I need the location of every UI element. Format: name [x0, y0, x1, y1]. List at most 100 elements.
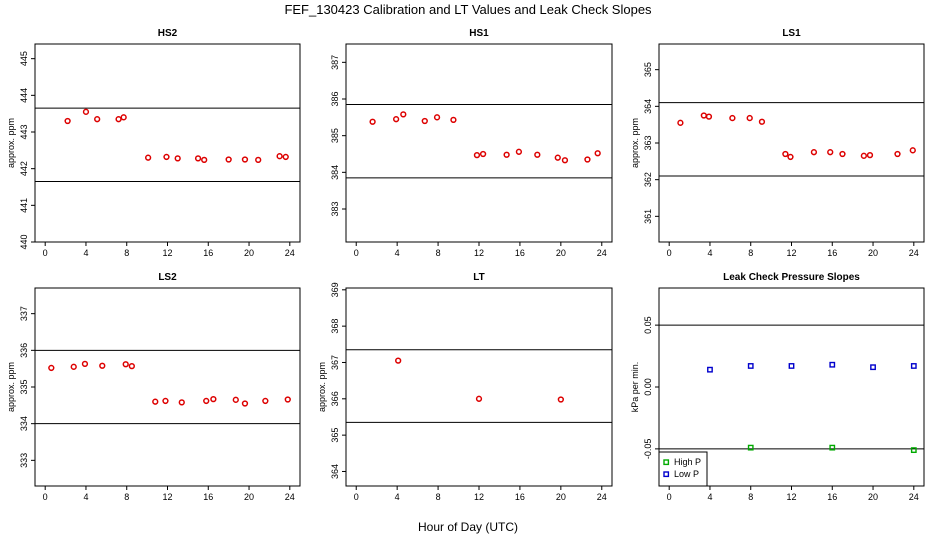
y-tick-label: 362 [643, 172, 653, 187]
y-tick-label: 387 [330, 55, 340, 70]
panel-1: HS2 0 4 8 12 16 20 24 440 441 442 443 444 445 approx. … [6, 28, 301, 258]
x-tick-label: 12 [162, 248, 172, 258]
panel-4: LS2 0 4 8 12 16 20 24 333 334 335 336 337 approx. ppm [6, 272, 301, 502]
data-point [162, 397, 169, 405]
x-tick-label: 16 [827, 248, 837, 258]
plot-frame [345, 287, 613, 487]
data-point [64, 117, 71, 125]
y-tick-label: -0.05 [643, 439, 653, 460]
data-point [174, 155, 181, 162]
x-tick-label: 4 [707, 248, 712, 258]
y-tick-label: 383 [330, 201, 340, 216]
x-tick-label: 20 [556, 248, 566, 258]
x-tick-label: 4 [395, 248, 400, 258]
figure-title: FEF_130423 Calibration and LT Values and… [284, 2, 652, 17]
y-axis-label: kPa per min. [630, 362, 640, 413]
data-point [729, 114, 736, 122]
y-tick-label: 364 [330, 464, 340, 479]
panel-6: Leak Check Pressure Slopes 0 4 8 12 16 20 24 -0.… [630, 272, 925, 502]
data-point [392, 116, 400, 123]
data-point [262, 397, 269, 405]
x-tick-label: 24 [285, 248, 295, 258]
data-point [473, 151, 481, 159]
data-point [700, 112, 707, 119]
data-point [829, 444, 836, 451]
y-tick-label: 365 [330, 428, 340, 443]
plot-frame [34, 287, 301, 487]
plot-frame [345, 43, 613, 243]
x-tick-label: 16 [203, 248, 213, 258]
x-tick-label: 8 [436, 248, 441, 258]
y-tick-label: 333 [19, 453, 29, 468]
data-point [194, 155, 202, 162]
data-point [128, 362, 135, 370]
y-tick-label: 364 [643, 99, 653, 114]
x-tick-label: 16 [515, 492, 525, 502]
x-tick-label: 4 [395, 492, 400, 502]
data-point [48, 364, 55, 372]
data-point [255, 156, 262, 164]
y-tick-label: 334 [19, 416, 29, 431]
x-tick-label: 24 [909, 248, 919, 258]
x-tick-label: 20 [244, 492, 254, 502]
x-tick-label: 8 [124, 248, 129, 258]
y-tick-label: 366 [330, 391, 340, 406]
data-point [758, 118, 766, 125]
data-point [515, 148, 523, 155]
y-tick-label: 365 [643, 62, 653, 77]
data-point [746, 114, 753, 122]
data-point [561, 157, 569, 164]
data-point [705, 113, 713, 120]
data-point [276, 153, 283, 160]
legend-box [658, 451, 708, 487]
x-tick-label: 8 [748, 492, 753, 502]
x-tick-label: 12 [474, 492, 484, 502]
y-tick-label: 445 [19, 51, 29, 66]
y-tick-label: 367 [330, 355, 340, 370]
x-tick-label: 12 [786, 248, 796, 258]
x-tick-label: 12 [786, 492, 796, 502]
data-point [870, 364, 876, 371]
x-tick-label: 24 [597, 248, 607, 258]
x-tick-label: 20 [868, 248, 878, 258]
y-tick-label: 440 [19, 234, 29, 249]
panel-3: LS1 0 4 8 12 16 20 24 361 362 363 364 365 approx. ppm [630, 28, 925, 258]
legend-label: Low P [674, 469, 699, 479]
data-point [282, 153, 289, 161]
legend: High P Low P [658, 451, 708, 487]
y-tick-label: 443 [19, 124, 29, 139]
x-tick-label: 24 [597, 492, 607, 502]
y-tick-label: 0.05 [643, 316, 653, 334]
data-point [910, 447, 917, 454]
y-tick-label: 336 [19, 343, 29, 358]
data-point [395, 357, 402, 364]
data-point [99, 362, 106, 369]
x-tick-label: 20 [868, 492, 878, 502]
y-axis-label: approx. ppm [317, 362, 327, 412]
figure-x-axis-label: Hour of Day (UTC) [418, 520, 518, 534]
x-tick-label: 24 [909, 492, 919, 502]
data-point [210, 395, 217, 403]
panel-title: LS2 [158, 272, 177, 283]
x-tick-label: 12 [474, 248, 484, 258]
data-point [910, 363, 917, 369]
x-tick-label: 16 [515, 248, 525, 258]
data-point [810, 149, 818, 156]
data-point [782, 150, 789, 158]
data-point [894, 150, 901, 158]
x-tick-label: 8 [748, 248, 753, 258]
legend-label: High P [674, 457, 701, 467]
x-tick-label: 24 [285, 492, 295, 502]
data-point [232, 396, 239, 403]
data-point [120, 114, 127, 121]
panel-title: Leak Check Pressure Slopes [723, 272, 860, 283]
panel-title: LS1 [782, 28, 801, 39]
data-point [241, 156, 249, 163]
data-point [241, 400, 249, 407]
data-point [433, 114, 441, 121]
data-point [70, 363, 77, 370]
x-tick-label: 4 [83, 492, 88, 502]
data-point [369, 118, 376, 125]
x-tick-label: 16 [827, 492, 837, 502]
